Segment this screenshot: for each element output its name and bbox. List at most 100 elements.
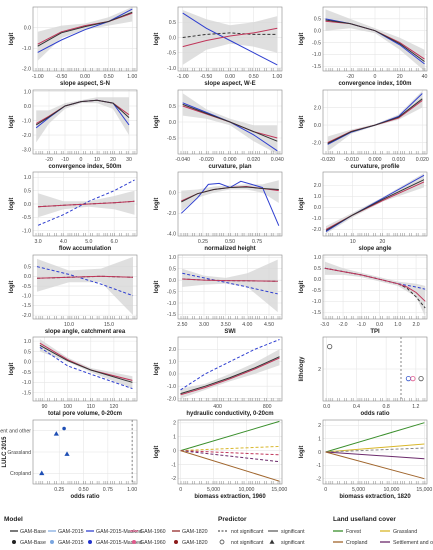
x-axis-label: slope aspect, S-N	[60, 81, 110, 87]
y-tick-label: -1.0	[167, 384, 176, 390]
y-axis-label: logit	[9, 281, 15, 294]
y-axis-label: logit	[9, 116, 15, 129]
data-point-triangle	[64, 451, 70, 456]
chart-panel-p14: 400 800 -2.0 -1.0 0.0 1.0 2.0 hydraulic conduct…	[154, 336, 283, 417]
x-tick-label: -0.040	[175, 157, 190, 163]
x-tick-label: 2.0	[412, 322, 419, 328]
plot-frame	[32, 419, 138, 485]
y-tick-label: 0.0	[169, 120, 176, 126]
plot-frame	[322, 171, 428, 237]
chart-panel-p11: 2.50 3.00 3.50 4.00 4.50 -1.5 -1.0 -0.5 0.0 0.5 1.…	[154, 254, 283, 335]
plot-frame	[32, 171, 138, 237]
plot-frame	[322, 254, 428, 320]
plot-frame	[322, 6, 428, 72]
x-tick-label: 0.0	[376, 322, 383, 328]
chart-panel-p17: 0 5,000 10,000 15,000 -2 -1 0 1 2 biomass extract…	[154, 419, 287, 500]
y-axis-label: logit	[299, 281, 305, 294]
plot-area	[178, 420, 282, 484]
series-line-blue	[37, 8, 133, 53]
rug	[325, 68, 426, 71]
rug	[180, 68, 281, 71]
x-tick-label: -0.020	[320, 157, 335, 163]
legend-model-point-swatch	[12, 540, 16, 544]
plot-frame	[177, 336, 283, 402]
series-line-black	[182, 103, 278, 142]
x-tick-label: 15,000	[416, 487, 432, 493]
rug	[35, 233, 136, 236]
x-axis-label: odds ratio	[360, 411, 389, 417]
y-tick-label: 0.0	[24, 360, 31, 366]
y-axis-label: logit	[154, 363, 160, 376]
y-tick-label: -0.5	[312, 40, 321, 46]
y-tick-label: -1.0	[312, 216, 321, 222]
rug	[180, 233, 281, 236]
y-tick-label: 2	[318, 423, 321, 429]
x-tick-label: 15,000	[271, 487, 287, 493]
plot-frame	[32, 89, 138, 155]
legend-open-circle-swatch	[219, 539, 225, 545]
x-axis-label: total pore volume, 0-20cm	[48, 411, 122, 417]
x-axis-label: convergence index, 100m	[338, 81, 411, 87]
series-line-dashedblue	[36, 266, 134, 297]
series-line-black	[327, 98, 423, 144]
legend-model-point-swatch	[50, 540, 54, 544]
x-tick-label: 0.50	[104, 74, 114, 80]
y-tick-label: -2.0	[22, 313, 31, 319]
x-axis-label: flow accumulation	[59, 246, 112, 252]
series-line-brown	[325, 451, 425, 480]
y-tick-label: 0.5	[24, 264, 31, 270]
y-axis-label: logit	[154, 116, 160, 129]
x-tick-label: 30	[126, 157, 132, 163]
series-line-dashedblue	[39, 346, 133, 390]
x-tick-label: -0.020	[199, 157, 214, 163]
legend-predictor-label: significant	[281, 540, 305, 546]
legend-model-title: Model	[4, 516, 23, 523]
plot-frame	[177, 89, 283, 155]
y-tick-label: -1.0	[22, 294, 31, 300]
data-point-open	[418, 375, 424, 382]
x-tick-label: 100	[63, 404, 72, 410]
plot-frame	[177, 6, 283, 72]
x-tick-label: 0.25	[198, 239, 208, 245]
x-tick-label: 0.020	[416, 157, 429, 163]
y-tick-label: -0.5	[22, 215, 31, 221]
x-tick-label: 40	[422, 74, 428, 80]
x-tick-label: 0	[324, 487, 327, 493]
data-point-triangle	[53, 431, 59, 436]
chart-panel-p6: -0.020 -0.010 0.000 0.010 0.020 -2.0 0.0 2.0 cur…	[299, 89, 429, 170]
plot-frame	[322, 419, 428, 485]
y-tick-label: -1.5	[22, 391, 31, 397]
plot-frame	[32, 254, 138, 320]
legend-model-point-label: GAM-Base	[20, 540, 46, 546]
series-line-black	[35, 99, 130, 126]
x-tick-label: 4.0	[60, 239, 67, 245]
x-tick-label: 3.00	[199, 322, 209, 328]
chart-panel-p12: -3.0 -2.0 -1.0 0.0 1.0 2.0 -1.5 -1.0 -0.5 0.0 0.5 1…	[299, 254, 428, 335]
y-tick-label: -1	[171, 462, 176, 468]
y-tick-label: -0.5	[22, 284, 31, 290]
rug	[325, 481, 426, 484]
legend-model-point-label: GAM-2015-Masked	[96, 540, 142, 546]
data-point-open	[405, 375, 412, 382]
y-tick-label: -1.0	[22, 228, 31, 234]
y-tick-label: -1.0	[22, 118, 31, 124]
y-tick-label: 2.0	[314, 183, 321, 189]
y-tick-label: -2	[171, 476, 176, 482]
series-line-black	[181, 186, 279, 203]
rug	[180, 398, 281, 401]
y-axis-label: logit	[299, 198, 305, 211]
x-axis-label: curvature, plan	[208, 164, 251, 170]
confidence-band	[182, 259, 278, 313]
chart-panel-p16: 0.25 0.50 0.75 1.00 Cropland Grassland Settlem…	[0, 419, 138, 500]
series-line-dashedred	[180, 450, 280, 456]
x-axis-label: biomass extraction, 1960	[194, 494, 266, 500]
x-tick-label: 15.0	[104, 322, 114, 328]
legend-predictor-label: not significant	[231, 540, 264, 546]
y-tick-label: -1.0	[312, 52, 321, 58]
chart-panel-p4: -20 -10 0 10 20 30 -3.0 -2.0 -1.0 0.0 1.0 convergen…	[9, 89, 138, 170]
plot-frame	[322, 89, 428, 155]
rug	[35, 316, 136, 319]
y-tick-label: -1.0	[312, 299, 321, 305]
chart-panel-p8: 0.25 0.50 0.75 -4.0 -2.0 0.0 normalized height…	[154, 171, 283, 252]
x-tick-label: 10,000	[384, 487, 400, 493]
